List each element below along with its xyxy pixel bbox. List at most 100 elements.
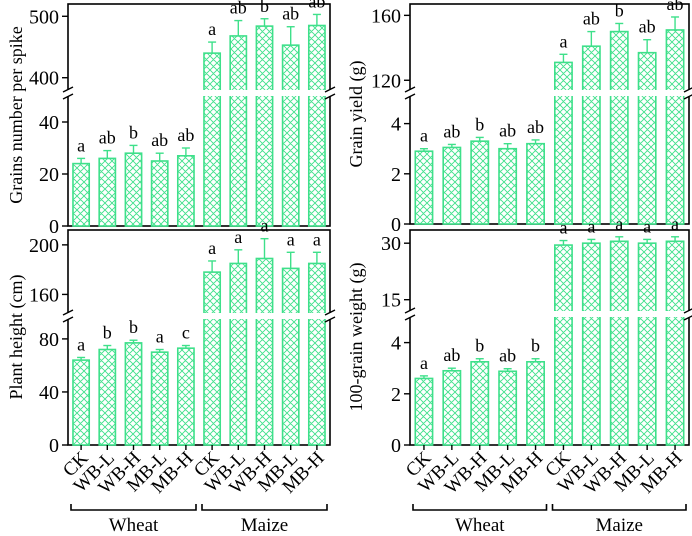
axis-break-mark-height-0a	[62, 309, 74, 316]
axis-break-mark-weight-0b	[404, 314, 416, 321]
axis-break-mark-grains-0b	[62, 93, 74, 100]
y-axis-label-yield: Grain yield (g)	[346, 61, 367, 168]
bar-height-1	[98, 348, 117, 446]
ytick-label-yield-low-1: 2	[391, 164, 401, 186]
sig-letter-grains-8: ab	[282, 4, 299, 24]
y-axis-label-grains: Grains number per spike	[6, 26, 26, 203]
group-label-weight-1: Maize	[596, 515, 643, 536]
bar-height-3	[150, 351, 169, 446]
sig-letter-yield-3: ab	[499, 121, 516, 141]
ytick-label-weight-up-0: 15	[381, 290, 401, 312]
bar-yield-7	[609, 30, 629, 225]
y-axis-label-weight: 100-grain weight (g)	[346, 263, 367, 412]
ytick-label-height-low-2: 80	[39, 329, 59, 351]
ytick-label-yield-low-0: 0	[391, 214, 401, 236]
sig-letter-yield-9: ab	[667, 0, 684, 14]
bar-height-6	[229, 262, 248, 446]
sig-letter-weight-6: a	[587, 216, 595, 236]
bar-weight-3	[498, 370, 518, 446]
ytick-label-grains-low-0: 0	[49, 216, 59, 238]
bar-yield-6	[581, 45, 601, 225]
sig-letter-yield-0: a	[420, 126, 428, 146]
bar-grains-7	[255, 25, 274, 227]
group-bracket-height-0	[70, 504, 197, 511]
ytick-label-weight-low-1: 2	[391, 384, 401, 406]
sig-letter-grains-1: ab	[99, 128, 116, 148]
axis-break-mark-weight-0a	[404, 307, 416, 314]
sig-letter-weight-3: ab	[499, 346, 516, 366]
sig-letter-grains-9: ab	[308, 0, 325, 11]
panel-frame-weight	[409, 229, 690, 446]
sig-letter-grains-2: b	[129, 122, 138, 142]
sig-letter-weight-5: a	[559, 218, 567, 238]
bar-grains-6	[229, 35, 248, 227]
axis-break-mark-yield-0b	[404, 93, 416, 100]
bar-weight-7	[609, 240, 629, 446]
bar-yield-0	[414, 150, 434, 225]
sig-letter-grains-6: ab	[230, 0, 247, 18]
bar-weight-4	[526, 360, 545, 446]
bar-grains-3	[150, 160, 169, 227]
ytick-label-grains-low-2: 40	[39, 112, 59, 134]
sig-letter-yield-4: ab	[527, 117, 544, 137]
axis-break-mark-yield-1a	[683, 87, 692, 93]
axis-break-mark-grains-1b	[324, 93, 336, 100]
ytick-label-weight-up-1: 30	[381, 233, 401, 255]
bar-grains-5	[203, 52, 222, 227]
ytick-label-height-low-0: 0	[49, 435, 59, 457]
sig-letter-height-5: a	[208, 238, 216, 258]
bar-grains-8	[281, 44, 300, 227]
sig-letter-height-6: a	[234, 227, 242, 247]
axis-break-mark-yield-0a	[404, 86, 416, 93]
axis-break-mark-yield-1b	[683, 94, 692, 100]
bar-weight-5	[554, 244, 573, 446]
bar-yield-2	[470, 140, 490, 225]
sig-letter-grains-7: b	[260, 0, 269, 16]
group-label-height-0: Wheat	[109, 515, 159, 536]
ytick-label-yield-up-1: 160	[371, 5, 401, 27]
ytick-label-height-up-1: 200	[29, 235, 59, 257]
bar-grains-9	[307, 24, 326, 227]
sig-letter-height-9: a	[313, 229, 321, 249]
sig-letter-grains-4: ab	[177, 125, 194, 145]
sig-letter-weight-4: b	[531, 336, 540, 356]
sig-letter-weight-2: b	[475, 336, 484, 356]
sig-letter-height-8: a	[287, 229, 295, 249]
axis-break-mark-grains-0a	[62, 86, 74, 93]
sig-letter-yield-7: b	[615, 0, 624, 20]
ytick-label-yield-low-2: 4	[391, 114, 401, 136]
ytick-label-height-up-0: 160	[29, 284, 59, 306]
ytick-label-grains-up-0: 400	[29, 68, 59, 90]
ytick-label-grains-low-1: 20	[39, 164, 59, 186]
sig-letter-yield-8: ab	[639, 17, 656, 37]
bar-weight-0	[414, 377, 434, 446]
axis-break-mark-weight-1a	[683, 308, 692, 314]
bar-grains-2	[124, 152, 143, 227]
sig-letter-yield-5: a	[559, 31, 567, 51]
bar-height-5	[203, 271, 222, 446]
bar-weight-8	[637, 242, 657, 446]
sig-letter-height-7: a	[261, 216, 269, 236]
bar-weight-2	[470, 360, 490, 446]
y-axis-label-height: Plant height (cm)	[6, 275, 27, 400]
ytick-label-yield-up-0: 120	[371, 70, 401, 92]
group-bracket-weight-1	[551, 504, 687, 511]
sig-letter-height-2: b	[129, 317, 138, 337]
ytick-label-grains-up-1: 500	[29, 6, 59, 28]
bar-height-4	[176, 347, 195, 446]
sig-letter-height-1: b	[103, 323, 112, 343]
group-label-height-1: Maize	[241, 515, 288, 536]
sig-letter-grains-0: a	[77, 135, 85, 155]
group-bracket-height-1	[201, 504, 328, 511]
sig-letter-weight-1: ab	[443, 345, 460, 365]
group-bracket-weight-0	[412, 504, 548, 511]
axis-break-mark-height-0b	[62, 316, 74, 323]
bar-yield-8	[637, 51, 657, 225]
bar-yield-4	[526, 142, 545, 225]
sig-letter-grains-3: ab	[151, 130, 168, 150]
axis-break-mark-weight-1b	[683, 315, 692, 321]
sig-letter-weight-0: a	[420, 353, 428, 373]
bar-height-0	[72, 359, 91, 446]
ytick-label-height-low-1: 40	[39, 382, 59, 404]
